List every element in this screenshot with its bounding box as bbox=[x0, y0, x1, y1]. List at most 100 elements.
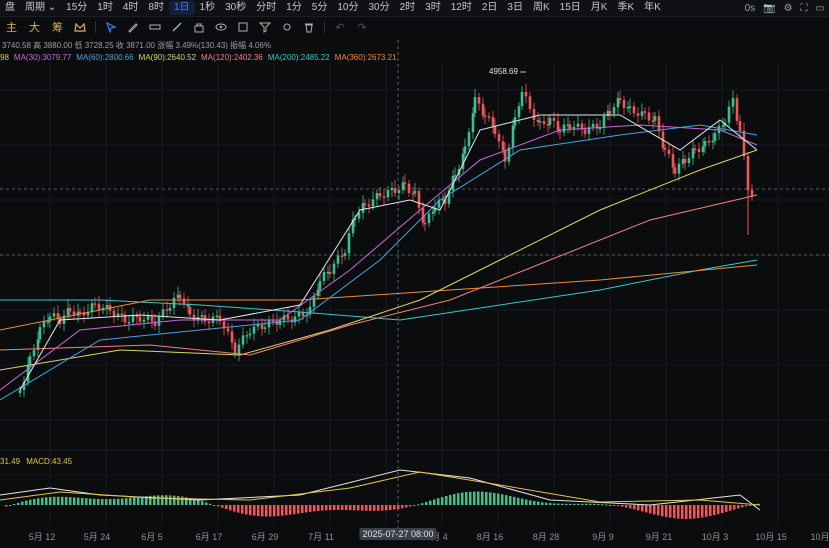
macd-bar bbox=[217, 505, 220, 507]
macd-bar bbox=[609, 504, 612, 506]
candle-body bbox=[361, 203, 365, 213]
interval-9[interactable]: 5分 bbox=[311, 2, 328, 13]
candle-body bbox=[371, 199, 375, 207]
candle-body bbox=[703, 141, 707, 147]
candle-body bbox=[735, 98, 739, 121]
interval-16[interactable]: 3日 bbox=[507, 2, 523, 13]
macd-bar bbox=[549, 503, 552, 505]
macd-bar bbox=[73, 497, 76, 505]
macd-bar bbox=[113, 498, 116, 505]
main-indicator-button[interactable]: 主 bbox=[6, 22, 17, 34]
interval-21[interactable]: 年K bbox=[644, 2, 661, 13]
lock-icon[interactable] bbox=[191, 19, 207, 35]
interval-1[interactable]: 1时 bbox=[97, 2, 113, 13]
macd-bar bbox=[545, 502, 548, 505]
interval-17[interactable]: 周K bbox=[532, 2, 550, 13]
pen-icon[interactable] bbox=[125, 19, 141, 35]
redo-icon[interactable]: ↷ bbox=[357, 21, 367, 34]
layers-icon[interactable] bbox=[235, 19, 251, 35]
candle-body bbox=[433, 207, 437, 212]
candle-body bbox=[343, 253, 347, 256]
fullscreen-icon[interactable]: ⛶ bbox=[800, 2, 808, 14]
interval-11[interactable]: 30分 bbox=[368, 2, 390, 13]
eye-icon[interactable] bbox=[213, 19, 229, 35]
cursor-icon[interactable] bbox=[103, 19, 119, 35]
macd-bar bbox=[25, 500, 28, 505]
candle-body bbox=[491, 117, 495, 127]
candle-body bbox=[701, 146, 705, 152]
interval-12[interactable]: 2时 bbox=[399, 2, 416, 13]
candle-body bbox=[36, 339, 40, 350]
candle-body bbox=[663, 147, 667, 150]
candle-body bbox=[328, 271, 332, 274]
macd-bar bbox=[601, 504, 604, 506]
interval-13[interactable]: 3时 bbox=[425, 2, 441, 13]
candle-body bbox=[483, 115, 487, 118]
filter-icon[interactable] bbox=[257, 19, 273, 35]
drawing-toolbar: 主 大 筹 ↶ ↷ bbox=[0, 18, 829, 36]
candle-body bbox=[580, 123, 584, 130]
candle-body bbox=[513, 117, 517, 126]
trash-icon[interactable] bbox=[301, 19, 317, 35]
big-button[interactable]: 大 bbox=[29, 22, 40, 34]
window-icon[interactable]: ▭ bbox=[815, 2, 825, 14]
interval-3[interactable]: 8时 bbox=[148, 2, 164, 13]
macd-bar bbox=[729, 505, 732, 511]
undo-icon[interactable]: ↶ bbox=[335, 21, 345, 34]
interval-14[interactable]: 12时 bbox=[450, 2, 472, 13]
macd-bar bbox=[453, 493, 456, 505]
interval-0[interactable]: 15分 bbox=[66, 2, 88, 13]
macd-bar bbox=[665, 505, 668, 518]
macd-bar bbox=[249, 505, 252, 516]
interval-7[interactable]: 分时 bbox=[256, 2, 277, 13]
macd-bar bbox=[281, 505, 284, 516]
chips-button[interactable]: 筹 bbox=[52, 22, 63, 34]
interval-15[interactable]: 2日 bbox=[481, 2, 498, 13]
brush-icon[interactable] bbox=[169, 19, 185, 35]
candle-body bbox=[423, 222, 427, 225]
interval-6[interactable]: 30秒 bbox=[225, 2, 247, 13]
macd-bar bbox=[229, 505, 232, 511]
candle-body bbox=[612, 107, 616, 114]
candle-body bbox=[382, 196, 386, 198]
gear-icon[interactable]: ⚙ bbox=[783, 2, 793, 14]
interval-8[interactable]: 1分 bbox=[286, 2, 302, 13]
macd-bar bbox=[413, 505, 416, 506]
macd-bar bbox=[381, 505, 384, 511]
interval-19[interactable]: 月K bbox=[590, 2, 608, 13]
candle-body bbox=[52, 313, 56, 317]
candle-body bbox=[750, 190, 754, 197]
candle-body bbox=[507, 147, 511, 162]
candle-body bbox=[717, 125, 721, 134]
macd-bar bbox=[481, 491, 484, 505]
interval-20[interactable]: 季K bbox=[617, 2, 635, 13]
macd-bar bbox=[349, 505, 352, 511]
interval-18[interactable]: 15日 bbox=[559, 2, 581, 13]
interval-2[interactable]: 4时 bbox=[122, 2, 139, 13]
macd-bar bbox=[593, 503, 596, 505]
xaxis-label: 6月 17 bbox=[195, 532, 223, 542]
interval-10[interactable]: 10分 bbox=[337, 2, 359, 13]
candle-body bbox=[421, 207, 425, 223]
interval-5[interactable]: 1秒 bbox=[199, 2, 216, 13]
macd-bar bbox=[205, 502, 208, 505]
candle-body bbox=[671, 154, 675, 168]
period-dropdown[interactable]: 周期 ⌄ bbox=[25, 2, 57, 13]
macd-bar bbox=[145, 496, 148, 505]
ruler-icon[interactable] bbox=[147, 19, 163, 35]
macd-bar bbox=[77, 497, 80, 505]
macd-bar bbox=[317, 505, 320, 511]
crown-icon[interactable] bbox=[72, 19, 88, 35]
ma60-line bbox=[0, 124, 758, 401]
xaxis-label: 6月 29 bbox=[251, 532, 279, 542]
macd-legend: 31.49 MACD:43.45 bbox=[0, 457, 72, 466]
macd-bar bbox=[309, 505, 312, 512]
ma200-line bbox=[0, 259, 758, 321]
macd-bar bbox=[577, 503, 580, 505]
settings-icon[interactable] bbox=[279, 19, 295, 35]
interval-4[interactable]: 1日 bbox=[168, 1, 195, 15]
candle-body bbox=[157, 316, 161, 326]
camera-icon[interactable]: 📷 bbox=[763, 2, 776, 14]
candle-body bbox=[653, 116, 657, 121]
